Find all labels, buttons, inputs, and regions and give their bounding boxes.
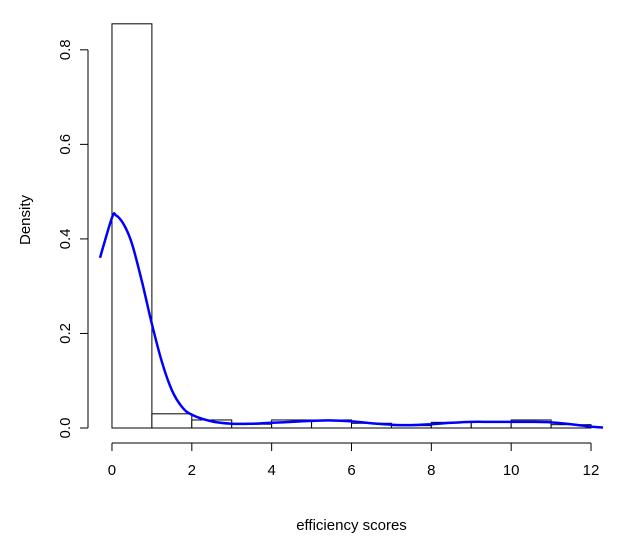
x-tick-label: 0 [108, 462, 116, 479]
x-axis-ticks: 0 2 4 6 8 10 12 [108, 443, 600, 479]
y-tick-label: 0.6 [57, 134, 74, 155]
x-tick-label: 8 [427, 462, 435, 479]
x-tick-label: 6 [347, 462, 355, 479]
x-tick-label: 10 [503, 462, 520, 479]
y-tick-label: 0.4 [57, 228, 74, 249]
histogram-bar-1 [151, 413, 193, 429]
x-tick-label: 12 [583, 462, 600, 479]
y-tick-label: 0.8 [57, 39, 74, 60]
density-curve [98, 212, 604, 429]
x-tick-label: 2 [188, 462, 196, 479]
y-tick-label: 0.0 [57, 418, 74, 439]
y-axis-ticks: 0.0 0.2 0.4 0.6 0.8 [57, 39, 88, 438]
y-axis-label: Density [17, 194, 34, 245]
histogram-bars [111, 23, 592, 429]
y-tick-label: 0.2 [57, 323, 74, 344]
histogram-bar-0 [111, 23, 153, 429]
x-axis-label: efficiency scores [296, 517, 407, 534]
x-tick-label: 4 [267, 462, 275, 479]
histogram-bar-10 [510, 419, 552, 429]
